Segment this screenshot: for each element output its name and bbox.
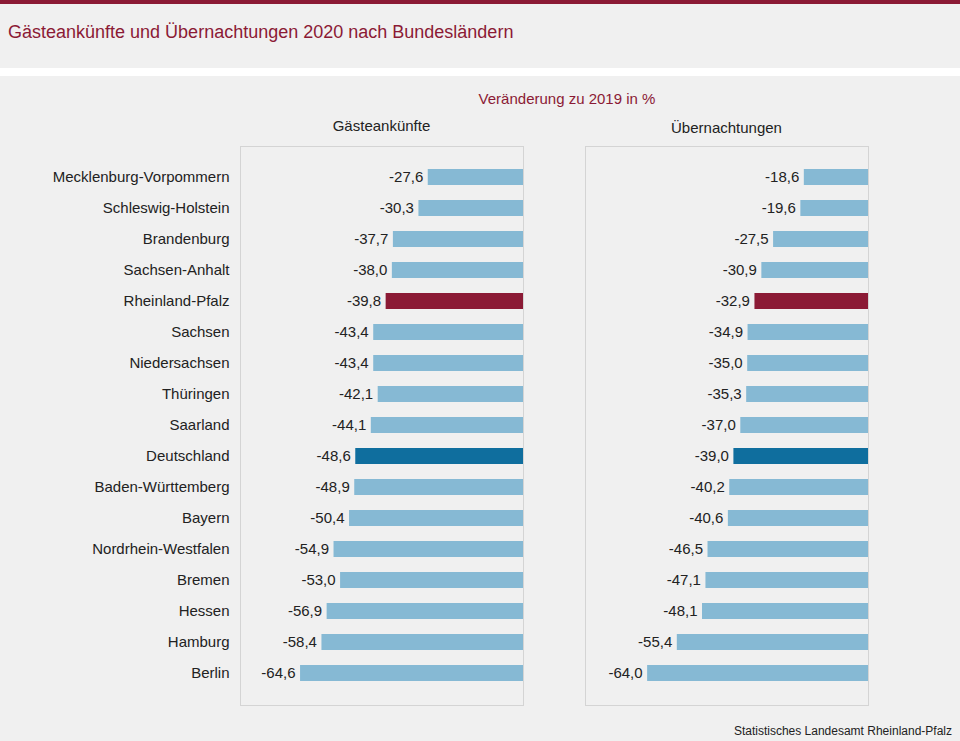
- svg-text:-55,4: -55,4: [638, 633, 672, 650]
- svg-text:Bremen: Bremen: [177, 571, 230, 588]
- svg-text:Niedersachsen: Niedersachsen: [129, 354, 229, 371]
- html-text:Statistisches Landesamt Rheinl: Statistisches Landesamt Rheinland-Pfalz: [733, 724, 952, 738]
- svg-text:-64,6: -64,6: [261, 664, 295, 681]
- svg-text:-37,0: -37,0: [702, 416, 736, 433]
- svg-text:-27,6: -27,6: [389, 168, 423, 185]
- svg-text:Sachsen: Sachsen: [171, 323, 229, 340]
- svg-text:-48,1: -48,1: [663, 602, 697, 619]
- svg-text:-48,9: -48,9: [316, 478, 350, 495]
- svg-text:-30,3: -30,3: [380, 199, 414, 216]
- html-text:Gästeankünfte und Übernachtung: Gästeankünfte und Übernachtungen 2020 na…: [8, 22, 514, 42]
- svg-text:-44,1: -44,1: [332, 416, 366, 433]
- svg-text:Hessen: Hessen: [179, 602, 230, 619]
- svg-text:Sachsen-Anhalt: Sachsen-Anhalt: [124, 261, 231, 278]
- svg-text:-35,0: -35,0: [709, 354, 743, 371]
- svg-text:-58,4: -58,4: [283, 633, 317, 650]
- svg-text:-39,8: -39,8: [347, 292, 381, 309]
- svg-text:-54,9: -54,9: [295, 540, 329, 557]
- svg-text:-46,5: -46,5: [669, 540, 703, 557]
- svg-text:-32,9: -32,9: [716, 292, 750, 309]
- svg-text:-18,6: -18,6: [765, 168, 799, 185]
- svg-text:Brandenburg: Brandenburg: [143, 230, 230, 247]
- svg-text:Saarland: Saarland: [169, 416, 229, 433]
- svg-text:-64,0: -64,0: [608, 664, 642, 681]
- svg-text:Hamburg: Hamburg: [168, 633, 230, 650]
- svg-text:-43,4: -43,4: [335, 323, 369, 340]
- svg-text:Mecklenburg-Vorpommern: Mecklenburg-Vorpommern: [53, 168, 230, 185]
- svg-text:-50,4: -50,4: [310, 509, 344, 526]
- svg-text:-38,0: -38,0: [353, 261, 387, 278]
- svg-text:-30,9: -30,9: [723, 261, 757, 278]
- svg-text:-43,4: -43,4: [335, 354, 369, 371]
- svg-text:Schleswig-Holstein: Schleswig-Holstein: [103, 199, 230, 216]
- svg-text:Bayern: Bayern: [182, 509, 230, 526]
- svg-text:-27,5: -27,5: [734, 230, 768, 247]
- svg-text:Deutschland: Deutschland: [146, 447, 229, 464]
- html-text:Gästeankünfte: Gästeankünfte: [332, 117, 431, 134]
- html-text:Übernachtungen: Übernachtungen: [671, 119, 782, 136]
- svg-text:-35,3: -35,3: [707, 385, 741, 402]
- svg-text:Thüringen: Thüringen: [162, 385, 230, 402]
- svg-text:Berlin: Berlin: [191, 664, 229, 681]
- svg-text:-53,0: -53,0: [301, 571, 335, 588]
- svg-text:-19,6: -19,6: [762, 199, 796, 216]
- svg-text:-47,1: -47,1: [667, 571, 701, 588]
- svg-text:-37,7: -37,7: [354, 230, 388, 247]
- svg-text:-40,6: -40,6: [689, 509, 723, 526]
- html-text:Veränderung zu 2019 in %: Veränderung zu 2019 in %: [478, 90, 656, 107]
- svg-text:Nordrhein-Westfalen: Nordrhein-Westfalen: [92, 540, 229, 557]
- svg-text:Baden-Württemberg: Baden-Württemberg: [94, 478, 229, 495]
- svg-text:-34,9: -34,9: [709, 323, 743, 340]
- svg-text:-42,1: -42,1: [339, 385, 373, 402]
- svg-text:-56,9: -56,9: [288, 602, 322, 619]
- svg-text:-39,0: -39,0: [695, 447, 729, 464]
- svg-text:-40,2: -40,2: [691, 478, 725, 495]
- svg-text:Rheinland-Pfalz: Rheinland-Pfalz: [124, 292, 230, 309]
- svg-text:-48,6: -48,6: [317, 447, 351, 464]
